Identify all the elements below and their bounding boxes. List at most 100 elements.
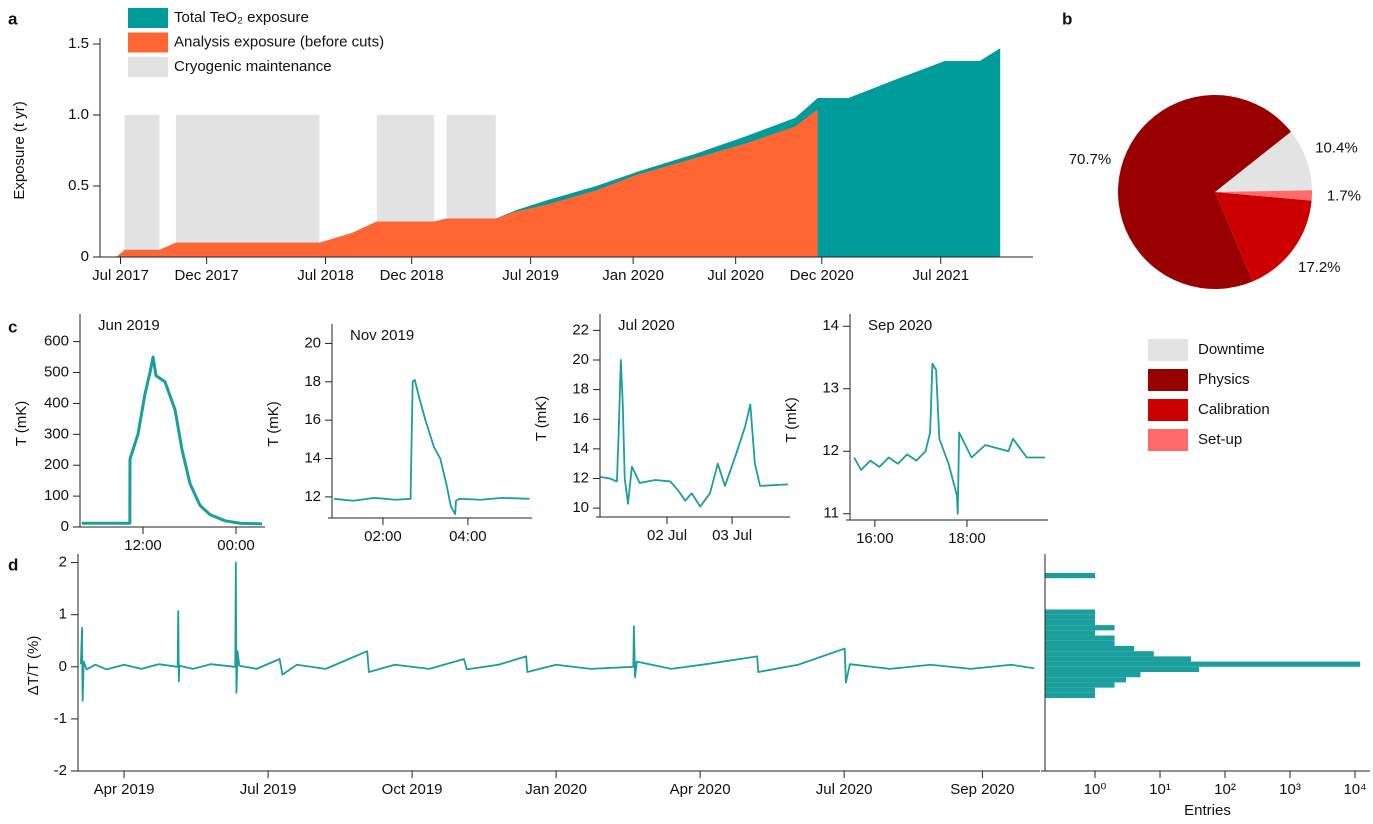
x-tick-label: Jul 2019 bbox=[240, 781, 297, 798]
legend-swatch bbox=[128, 57, 168, 77]
legend-label: Physics bbox=[1198, 371, 1250, 388]
x-tick-label: Dec 2018 bbox=[380, 267, 444, 284]
y-tick-label: 200 bbox=[44, 456, 69, 473]
y-tick-label: 16 bbox=[304, 411, 321, 428]
histogram-bar bbox=[1045, 682, 1115, 688]
y-tick-label: 1.0 bbox=[68, 106, 89, 123]
histogram-bar bbox=[1045, 661, 1361, 667]
value-label: 10.4% bbox=[1315, 139, 1358, 156]
y-tick-label: 11 bbox=[823, 505, 839, 522]
histogram-bar bbox=[1045, 614, 1096, 620]
histogram-bar bbox=[1045, 630, 1096, 636]
x-tick-label: Jul 2020 bbox=[816, 781, 873, 798]
x-tick-label: Sep 2020 bbox=[950, 781, 1014, 798]
x-tick-label: Oct 2019 bbox=[382, 781, 443, 798]
panel-label: d bbox=[8, 555, 18, 574]
value-label: 17.2% bbox=[1298, 259, 1341, 276]
maintenance-band bbox=[124, 115, 160, 257]
legend-label: Cryogenic maintenance bbox=[174, 58, 332, 75]
y-tick-label: 12 bbox=[304, 488, 321, 505]
y-axis-label: T (mK) bbox=[533, 396, 550, 442]
y-tick-label: 2 bbox=[59, 554, 67, 571]
legend-swatch bbox=[1148, 399, 1188, 421]
line bbox=[81, 355, 263, 526]
histogram-bar bbox=[1045, 666, 1200, 673]
panel-label: a bbox=[8, 9, 18, 28]
y-tick-label: 0.5 bbox=[68, 177, 89, 194]
x-tick-label: Apr 2020 bbox=[670, 781, 731, 798]
y-tick-label: 400 bbox=[44, 394, 69, 411]
maintenance-band bbox=[175, 115, 320, 257]
y-tick-label: -1 bbox=[54, 710, 67, 727]
x-tick-label: 10⁰ bbox=[1084, 781, 1107, 798]
y-tick-label: 14 bbox=[822, 317, 839, 334]
histogram-bar bbox=[1045, 645, 1135, 652]
y-tick-label: 16 bbox=[572, 410, 589, 427]
x-tick-label: 12:00 bbox=[124, 537, 162, 554]
line bbox=[853, 362, 1046, 515]
x-tick-label: 04:00 bbox=[449, 528, 487, 545]
y-tick-label: 12 bbox=[572, 469, 589, 486]
histogram-bar bbox=[1045, 640, 1115, 646]
line bbox=[600, 359, 789, 508]
y-tick-label: 600 bbox=[44, 333, 69, 350]
x-tick-label: 16:00 bbox=[856, 530, 894, 547]
y-tick-label: 22 bbox=[572, 321, 589, 338]
panel-label: b bbox=[1062, 9, 1072, 28]
y-axis-label: T (mK) bbox=[783, 397, 800, 443]
value-label: 70.7% bbox=[1069, 151, 1112, 168]
x-tick-label: 10¹ bbox=[1149, 781, 1171, 798]
area bbox=[116, 109, 818, 257]
y-tick-label: 18 bbox=[304, 373, 321, 390]
histogram-bar bbox=[1045, 651, 1154, 657]
x-tick-label: 00:00 bbox=[217, 537, 255, 554]
x-tick-label: Jul 2017 bbox=[92, 267, 149, 284]
histogram-bar bbox=[1045, 692, 1096, 699]
histogram-bar bbox=[1045, 672, 1141, 678]
legend-swatch bbox=[128, 32, 168, 53]
x-tick-label: Jan 2020 bbox=[525, 781, 587, 798]
y-tick-label: 300 bbox=[44, 425, 69, 442]
line bbox=[79, 561, 1035, 702]
chart-title: Nov 2019 bbox=[350, 327, 414, 344]
y-tick-label: 14 bbox=[304, 449, 321, 466]
y-axis-label: ΔT/T (%) bbox=[25, 636, 42, 696]
x-axis-label: Entries bbox=[1184, 802, 1231, 819]
histogram-bar bbox=[1045, 687, 1096, 693]
x-tick-label: 02:00 bbox=[364, 528, 402, 545]
histogram-bar bbox=[1045, 656, 1192, 662]
legend-label: Set-up bbox=[1198, 431, 1242, 448]
y-tick-label: 20 bbox=[572, 351, 589, 368]
chart-title: Jun 2019 bbox=[98, 317, 160, 334]
y-axis-label: T (mK) bbox=[265, 401, 282, 447]
x-tick-label: 10² bbox=[1214, 781, 1236, 798]
histogram-bar bbox=[1045, 573, 1096, 579]
x-tick-label: Jul 2021 bbox=[912, 267, 969, 284]
histogram-bar bbox=[1045, 619, 1096, 626]
y-axis-label: Exposure (t yr) bbox=[11, 101, 28, 199]
x-tick-label: 18:00 bbox=[948, 530, 986, 547]
y-tick-label: 1 bbox=[59, 606, 67, 623]
legend-swatch bbox=[1148, 339, 1188, 361]
x-tick-label: 03 Jul bbox=[712, 527, 752, 544]
y-tick-label: 100 bbox=[44, 487, 69, 504]
y-axis-label: T (mK) bbox=[13, 401, 30, 447]
legend-label: Calibration bbox=[1198, 401, 1270, 418]
legend-label: Analysis exposure (before cuts) bbox=[174, 33, 384, 50]
histogram-bar bbox=[1045, 677, 1127, 683]
y-tick-label: 500 bbox=[44, 363, 69, 380]
y-tick-label: 10 bbox=[572, 499, 589, 516]
y-tick-label: 12 bbox=[822, 442, 839, 459]
line bbox=[334, 378, 530, 516]
panel-label: c bbox=[8, 317, 17, 336]
x-tick-label: Jul 2018 bbox=[297, 267, 354, 284]
histogram-bar bbox=[1045, 625, 1115, 631]
y-tick-label: 1.5 bbox=[68, 35, 89, 52]
x-tick-label: Dec 2017 bbox=[175, 267, 239, 284]
y-tick-label: 14 bbox=[572, 440, 589, 457]
x-tick-label: Jul 2019 bbox=[502, 267, 559, 284]
value-label: 1.7% bbox=[1327, 188, 1361, 205]
x-tick-label: 02 Jul bbox=[647, 527, 687, 544]
x-tick-label: Jul 2020 bbox=[707, 267, 764, 284]
